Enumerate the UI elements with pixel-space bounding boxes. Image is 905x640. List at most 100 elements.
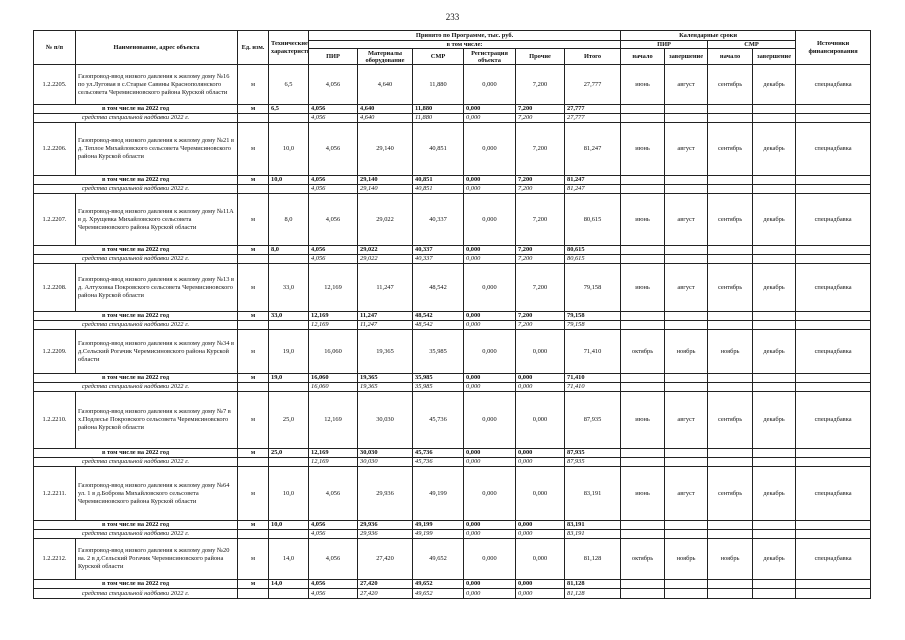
amount: 81,247	[563, 184, 622, 195]
amount: 87,935	[563, 391, 622, 450]
schedule-month: сентябрь	[707, 64, 754, 106]
item-tech: 10,0	[268, 520, 309, 531]
funding-source: спецнадбавка	[795, 64, 872, 106]
funding-source: спецнадбавка	[795, 122, 872, 177]
table-cell	[795, 311, 872, 322]
amount: 4,056	[308, 579, 358, 590]
table-row: в том числе на 2022 год м 10,0 4,056 29,140 4…	[33, 175, 872, 186]
table-cell	[752, 184, 797, 195]
table-cell	[268, 184, 309, 195]
table-cell	[620, 373, 666, 384]
amount: 0,000	[463, 538, 516, 581]
item-tech: 14,0	[268, 538, 309, 581]
table-cell	[664, 320, 709, 331]
table-cell	[795, 320, 872, 331]
table-cell	[795, 382, 872, 393]
table-cell	[707, 579, 754, 590]
item-name: Газопровод-ввод низкого давления к жилом…	[75, 193, 238, 247]
year-row-label: в том числе на 2022 год	[33, 104, 238, 115]
amount: 7,200	[515, 184, 565, 195]
amount: 7,200	[515, 245, 565, 256]
amount: 4,056	[308, 529, 358, 540]
amount: 19,365	[357, 373, 413, 384]
table-cell	[707, 320, 754, 331]
table-cell	[620, 104, 666, 115]
amount: 0,000	[515, 529, 565, 540]
header-cell: Календарные сроки	[620, 30, 797, 41]
amount: 49,652	[412, 538, 464, 581]
schedule-month: ноябрь	[664, 538, 709, 581]
amount: 0,000	[463, 588, 516, 600]
amount: 0,000	[463, 391, 516, 450]
special-row-label: средства специальной надбавки 2022 г.	[33, 588, 238, 600]
amount: 7,200	[515, 64, 565, 106]
table-row: № п/п Наименование, адрес объекта Ед. изм.…	[33, 29, 872, 66]
item-unit: м	[237, 175, 269, 186]
table-row: в том числе на 2022 год м 33,0 12,169 11,247…	[33, 311, 872, 322]
amount: 0,000	[463, 448, 516, 459]
table-cell	[707, 588, 754, 600]
table-row: средства специальной надбавки 2022 г. 4,0…	[33, 529, 872, 540]
item-tech: 25,0	[268, 448, 309, 459]
table-cell	[664, 588, 709, 600]
item-unit: м	[237, 245, 269, 256]
table-row: средства специальной надбавки 2022 г. 4,0…	[33, 184, 872, 195]
amount: 48,542	[412, 320, 464, 331]
schedule-month: октябрь	[620, 538, 666, 581]
table-cell	[268, 382, 309, 393]
amount: 30,030	[357, 457, 413, 468]
schedule-month: ноябрь	[707, 538, 754, 581]
table-row: 1.2.2207. Газопровод-ввод низкого давлени…	[33, 193, 872, 247]
amount: 4,640	[357, 64, 413, 106]
amount: 12,169	[308, 391, 358, 450]
schedule-month: июнь	[620, 263, 666, 313]
item-name: Газопровод-ввод низкого давления к жилом…	[75, 329, 238, 375]
item-unit: м	[237, 520, 269, 531]
table-cell	[237, 588, 269, 600]
header-cell: ПИР	[308, 48, 358, 66]
item-tech: 33,0	[268, 263, 309, 313]
amount: 40,337	[412, 245, 464, 256]
schedule-month: сентябрь	[707, 193, 754, 247]
item-unit: м	[237, 538, 269, 581]
header-cell: Ед. изм.	[237, 29, 269, 66]
item-tech: 8,0	[268, 193, 309, 247]
item-tech: 14,0	[268, 579, 309, 590]
table-cell	[664, 175, 709, 186]
table-cell	[620, 245, 666, 256]
table-cell	[795, 448, 872, 459]
funding-source: спецнадбавка	[795, 466, 872, 522]
item-tech: 6,5	[268, 104, 309, 115]
schedule-month: декабрь	[752, 391, 797, 450]
amount: 0,000	[463, 254, 516, 265]
table-row: в том числе на 2022 год м 19,0 16,060 19,365…	[33, 373, 872, 384]
amount: 30,030	[357, 448, 413, 459]
item-unit: м	[237, 193, 269, 247]
amount: 0,000	[463, 245, 516, 256]
special-row-label: средства специальной надбавки 2022 г.	[33, 113, 238, 124]
table-cell	[268, 113, 309, 124]
amount: 0,000	[463, 373, 516, 384]
amount: 29,936	[357, 529, 413, 540]
header-cell: Материалы оборудование	[357, 48, 413, 66]
schedule-month: июнь	[620, 64, 666, 106]
amount: 29,140	[357, 122, 413, 177]
schedule-month: август	[664, 122, 709, 177]
table-cell	[620, 588, 666, 600]
table-cell	[707, 184, 754, 195]
table-cell	[268, 457, 309, 468]
amount: 27,420	[357, 579, 413, 590]
item-unit: м	[237, 579, 269, 590]
item-unit: м	[237, 64, 269, 106]
schedule-month: сентябрь	[707, 466, 754, 522]
table-cell	[237, 254, 269, 265]
special-row-label: средства специальной надбавки 2022 г.	[33, 529, 238, 540]
table-cell	[752, 245, 797, 256]
table-cell	[664, 520, 709, 531]
table-cell	[795, 254, 872, 265]
table-cell	[752, 520, 797, 531]
schedule-month: август	[664, 263, 709, 313]
table-cell	[237, 320, 269, 331]
schedule-month: июнь	[620, 466, 666, 522]
table-cell	[664, 373, 709, 384]
